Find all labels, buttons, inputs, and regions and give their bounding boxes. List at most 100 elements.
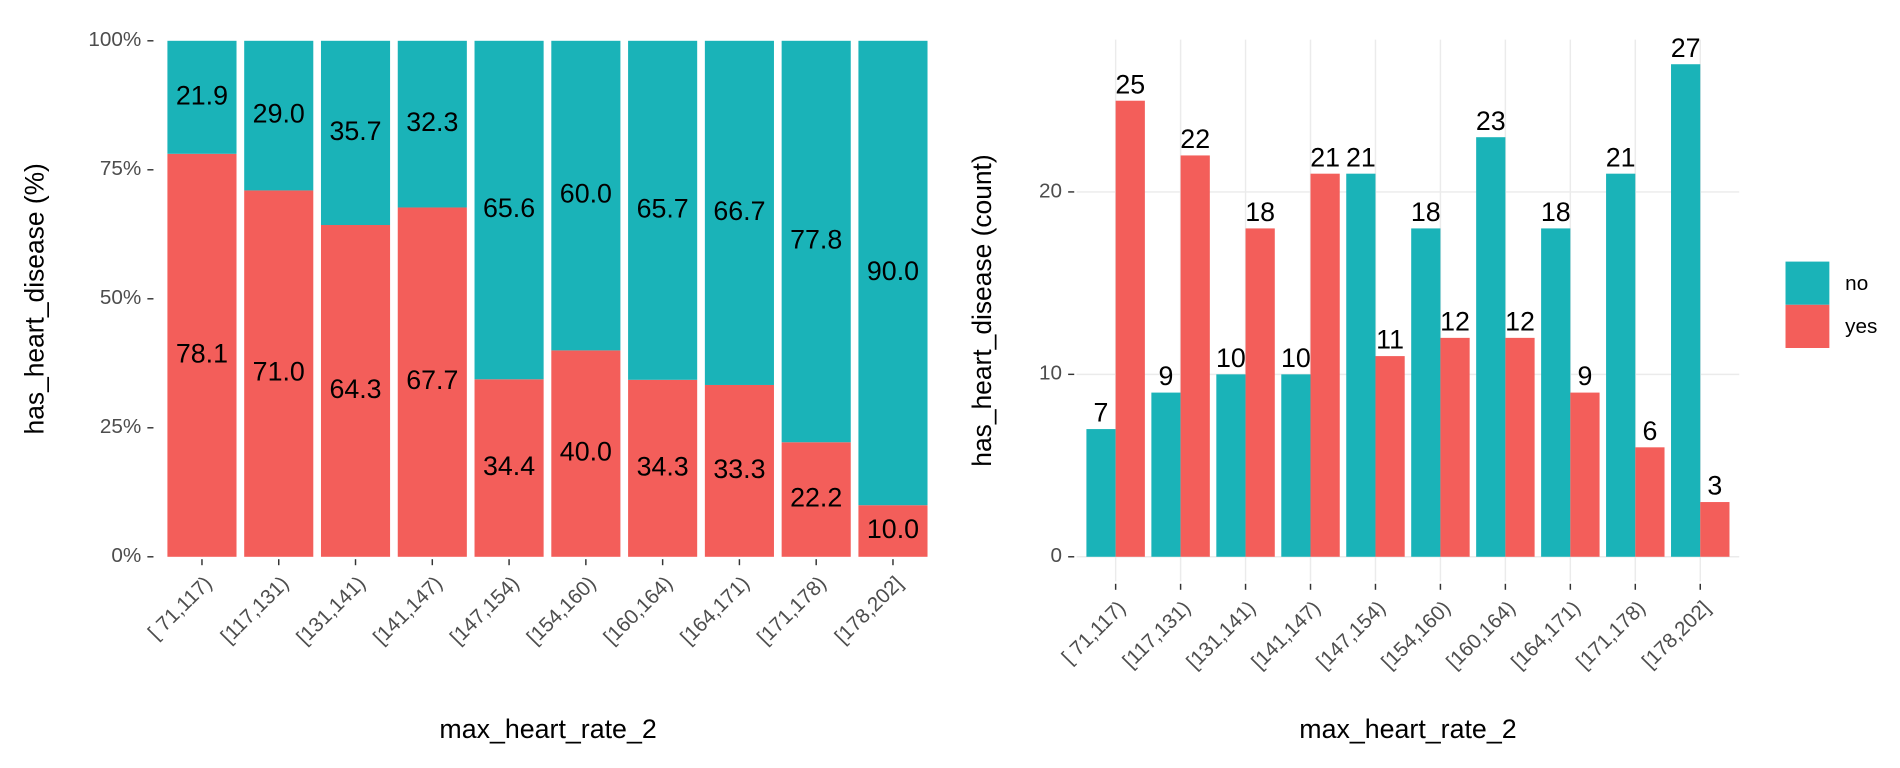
x-tick-label: [141,147) [369, 572, 447, 649]
data-label: 71.0 [253, 357, 305, 387]
legend-key [1785, 261, 1830, 305]
bar-segment [167, 40, 237, 154]
bar-segment [858, 505, 928, 557]
x-tick-label: [131,141) [292, 572, 370, 649]
y-tick-label: 25% [100, 415, 141, 438]
data-label: 7 [1094, 398, 1109, 428]
data-label: 11 [1376, 325, 1404, 355]
y-axis-title: has_heart_disease (count) [967, 154, 997, 466]
y-tick-label: 75% [100, 157, 141, 180]
bar-segment [397, 40, 467, 208]
data-label: 10.0 [867, 514, 919, 544]
data-label: 40.0 [560, 437, 612, 467]
data-label: 18 [1411, 197, 1441, 227]
y-tick-label: 100% [88, 28, 141, 51]
bar [1115, 100, 1145, 557]
bar-segment [397, 207, 467, 557]
legend-key [1785, 304, 1830, 348]
x-tick-label: [160,164) [599, 572, 677, 649]
bar-segment [551, 350, 621, 557]
bar [1216, 374, 1246, 557]
legend-label: no [1845, 272, 1868, 295]
bar-segment [628, 379, 698, 557]
data-label: 34.3 [637, 451, 689, 481]
data-label: 66.7 [713, 196, 765, 226]
data-label: 65.6 [483, 193, 535, 223]
data-label: 3 [1707, 471, 1722, 501]
x-tick-label: [147,154) [1312, 597, 1390, 674]
bar [1310, 173, 1340, 557]
bar-segment [474, 379, 544, 557]
bar-segment [474, 40, 544, 380]
data-label: 60.0 [560, 179, 612, 209]
bar-segment [781, 40, 851, 443]
x-tick-label: [164,171) [676, 572, 754, 649]
y-tick-label: 0 [1051, 544, 1063, 567]
x-tick-label: [160,164) [1442, 597, 1520, 674]
x-tick-label: [141,147) [1247, 597, 1325, 674]
bar-segment [551, 40, 621, 351]
data-label: 27 [1671, 33, 1701, 63]
data-label: 67.7 [406, 365, 458, 395]
x-tick-label: [154,160) [1377, 597, 1455, 674]
x-axis-title: max_heart_rate_2 [1299, 714, 1516, 744]
data-label: 90.0 [867, 256, 919, 286]
x-tick-label: [171,178) [753, 572, 831, 649]
data-label: 29.0 [253, 99, 305, 129]
y-tick-label: 10 [1039, 362, 1062, 385]
x-tick-label: [154,160) [522, 572, 600, 649]
bar [1606, 173, 1636, 557]
bar [1245, 228, 1275, 557]
bar [1570, 392, 1600, 557]
x-tick-label: [178,202] [1638, 597, 1715, 673]
x-tick-label: [164,171) [1507, 597, 1585, 674]
y-tick-label: 50% [100, 286, 141, 309]
bar-segment [244, 190, 314, 557]
data-label: 23 [1476, 106, 1506, 136]
y-axis-title: has_heart_disease (%) [19, 163, 49, 434]
bar [1541, 228, 1571, 557]
data-label: 78.1 [176, 338, 228, 368]
data-label: 21 [1346, 142, 1376, 172]
bar [1505, 337, 1535, 557]
data-label: 10 [1281, 343, 1311, 373]
y-tick-label: 20 [1039, 179, 1062, 202]
bar-segment [320, 40, 391, 226]
bar [1180, 155, 1210, 557]
bar-segment [320, 225, 391, 557]
data-label: 22 [1180, 124, 1210, 154]
x-tick-label: [117,131) [1118, 597, 1195, 673]
x-tick-label: [147,154) [446, 572, 524, 649]
data-label: 64.3 [329, 374, 381, 404]
bar [1086, 429, 1116, 557]
x-axis-title: max_heart_rate_2 [439, 714, 656, 744]
data-label: 12 [1440, 307, 1470, 337]
bar-segment [781, 442, 851, 557]
data-label: 6 [1642, 416, 1657, 446]
x-tick-label: [117,131) [216, 572, 293, 648]
data-label: 21.9 [176, 80, 228, 110]
y-tick-label: 0% [111, 544, 141, 567]
data-label: 25 [1115, 69, 1145, 99]
data-label: 35.7 [329, 116, 381, 146]
bar [1281, 374, 1311, 557]
x-tick-label: [131,141) [1182, 597, 1260, 674]
data-label: 77.8 [790, 225, 842, 255]
bar-segment [704, 384, 774, 557]
data-label: 33.3 [713, 454, 765, 484]
data-label: 32.3 [406, 107, 458, 137]
data-label: 65.7 [637, 193, 689, 223]
bar [1375, 356, 1405, 557]
data-label: 18 [1541, 197, 1571, 227]
data-label: 34.4 [483, 451, 535, 481]
data-label: 10 [1216, 343, 1246, 373]
bar [1671, 64, 1701, 557]
data-label: 9 [1159, 361, 1174, 391]
data-label: 9 [1578, 361, 1593, 391]
bar [1700, 502, 1730, 557]
bar [1151, 392, 1181, 557]
bar-segment [244, 40, 314, 191]
bar [1440, 337, 1470, 557]
bar [1346, 173, 1376, 557]
